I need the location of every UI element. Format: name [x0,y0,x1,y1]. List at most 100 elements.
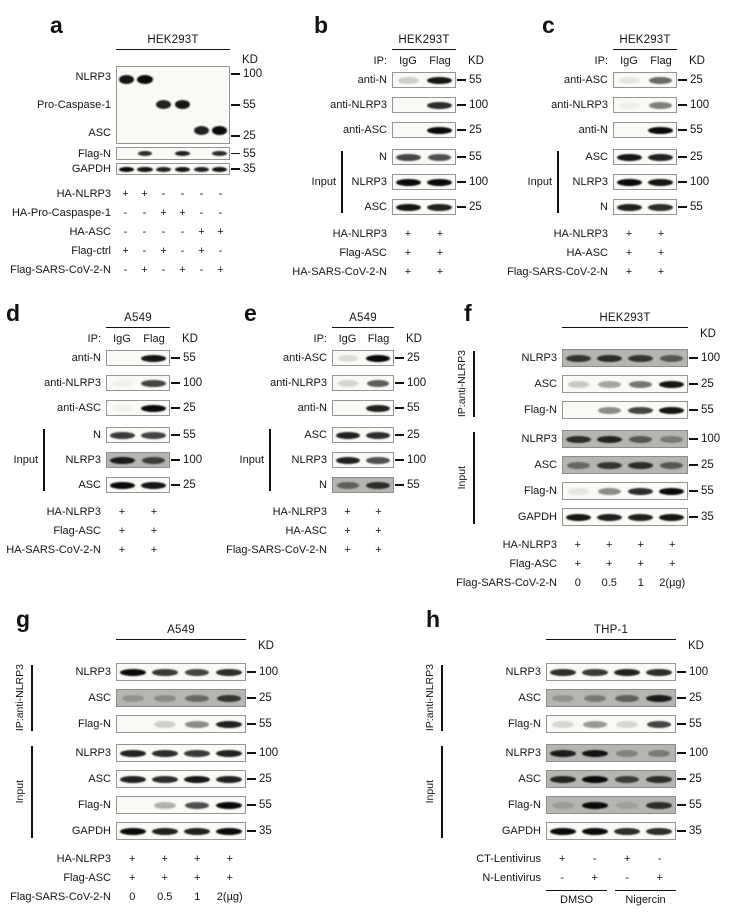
condition-value: + [613,228,645,240]
blot-row: ASC 25 [478,375,734,393]
protein-band [335,431,361,439]
ip-label-cell: IP: [2,333,106,345]
blot-row: NLRP3 100 [446,663,722,681]
row-label-cell: ASC [48,479,106,491]
row-label: HA-ASC [285,524,327,537]
section-bracket: Input [2,427,48,493]
kd-label: KD [170,333,216,345]
row-label-cell: HA-NLRP3 [516,228,613,240]
molecular-weight-markers: 100 55 25 [230,66,280,144]
panel-body: HEK293T IP: IgG Flag KD anti-N 55 anti-NLRP3 100… [292,34,502,281]
blot-lane [213,716,245,732]
condition-values: 0 0.5 1 2(µg) [116,887,246,906]
marker-label: 25 [183,402,196,414]
row-label-cell: anti-ASC [516,74,613,86]
row-label: anti-NLRP3 [44,377,101,389]
molecular-weight-marker: 35 [246,825,294,837]
protein-band [427,153,452,161]
row-label-cell: Flag-N [446,799,546,811]
cell-line: THP-1 [593,624,629,636]
row-label-cell: NLRP3 [446,747,546,759]
protein-band [216,694,242,702]
condition-value-text: + [129,852,136,865]
blot-lane [107,428,138,442]
blot-lane [611,771,643,787]
marker-tick [689,383,698,385]
blot-box [116,744,246,762]
marker-label: 55 [407,479,420,491]
condition-value-text: - [592,852,597,865]
condition-value-text: + [194,852,201,865]
condition-value: + [594,558,626,570]
condition-value-text: + [404,246,412,259]
blot-row: NLRP3 100 [274,452,436,468]
ip-header-row: IP: IgG Flag KD [300,50,502,72]
lane-header: Flag [424,55,456,67]
condition-value: + [424,266,456,278]
row-label-cell: anti-N [516,124,613,136]
blot-lane [625,376,656,392]
blot-lane [363,351,393,365]
blot-lane [117,823,149,839]
blot-lane [136,118,155,143]
row-label: HA-NLRP3 [46,505,101,518]
blot-lane [563,457,594,473]
blot-lane [173,92,192,117]
marker-tick [231,135,240,137]
marker-tick [677,697,686,699]
protein-band [616,178,643,186]
blot-rows: anti-ASC 25 anti-NLRP3 100 anti-N 55 [228,350,436,416]
blot-lane [643,745,675,761]
panel-letter: g [16,608,30,631]
blot-lane [656,431,687,447]
blot-lane [117,797,149,813]
blot-box [106,350,170,366]
marker-tick [171,382,180,384]
marker-tick [457,129,466,131]
condition-value-text: + [574,538,581,551]
protein-band [137,75,153,85]
condition-matrix: CT-Lentivirus + - + - N-Lentivirus - + - + DMSO Nig… [420,849,722,915]
condition-values: - - - - + + [116,222,230,241]
condition-value: - [211,245,230,257]
row-label-cell: NLRP3 [48,454,106,466]
marker-label: 55 [701,404,714,416]
marker-label: 25 [690,151,703,163]
molecular-weight-marker: 25 [456,201,502,213]
protein-band [628,461,653,469]
row-label-cell: HA-ASC [228,525,332,537]
row-label: anti-ASC [342,124,387,136]
condition-value: - [579,853,612,865]
condition-values: + + + + [116,868,246,887]
blot-row: anti-NLRP3 100 [300,97,502,113]
condition-matrix: HA-NLRP3 + + - - - - HA-Pro-Caspaspe-1- - + + - - HA-… [8,184,280,279]
molecular-weight-marker: 25 [246,692,294,704]
molecular-weight-marker: 100 [688,352,734,364]
ip-header-row: IP: IgG Flag KD [228,328,436,350]
protein-band [119,668,147,676]
condition-value: - [116,264,135,276]
row-label-cell: NLRP3 [562,176,613,188]
blot-box [546,663,676,681]
blot-row: anti-N 55 [228,400,436,416]
row-label-cell: anti-ASC [2,402,106,414]
row-label-cell: Flag-N [36,718,116,730]
row-label-cell: Flag-N [446,718,546,730]
blot-box [546,822,676,840]
panel-d: d A549 IP: IgG Flag KD anti-N 55 anti-NLRP3 100 an… [2,300,216,559]
marker-label: 55 [469,151,482,163]
molecular-weight-marker: 25 [676,773,722,785]
section-label: Input [424,780,436,804]
condition-value-text: - [199,263,204,276]
blot-lane [117,745,149,761]
blot-lane [625,350,656,366]
blot-row: Flag-N 55 [446,796,722,814]
marker-label: 100 [690,176,710,188]
condition-value-text: + [194,871,201,884]
condition-value: + [645,247,677,259]
protein-band [549,827,577,835]
condition-value: + [657,539,689,551]
row-label-cell: NLRP3 [274,454,332,466]
condition-value: - [211,207,230,219]
